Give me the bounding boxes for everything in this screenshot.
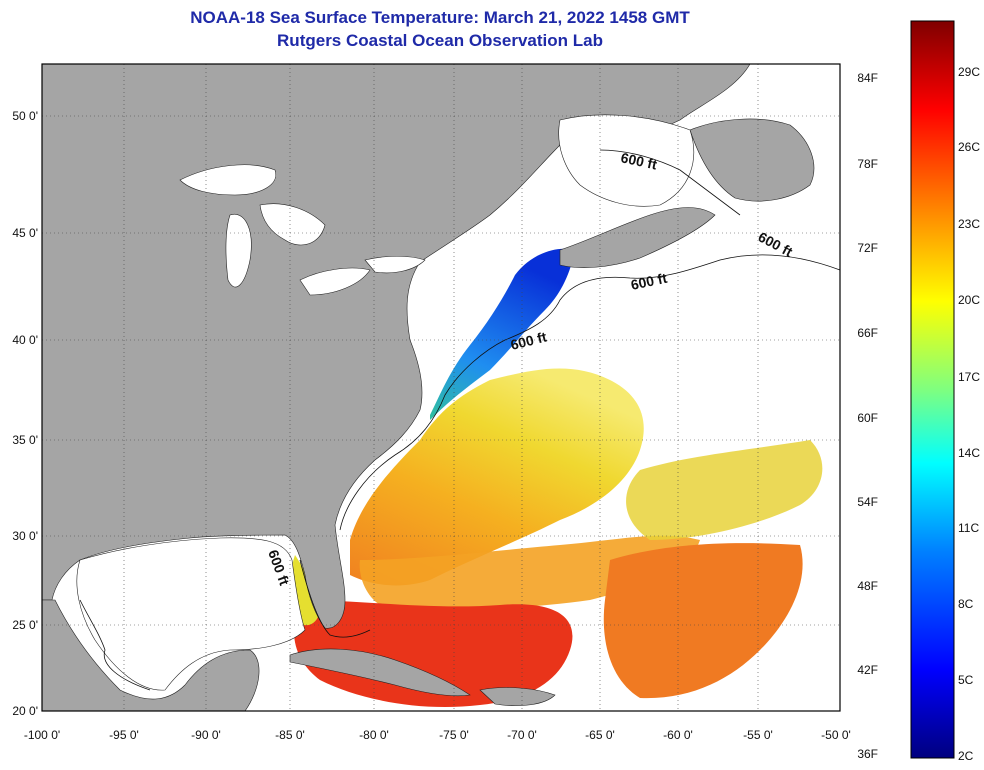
y-tick: 50 0' bbox=[12, 109, 38, 123]
colorbar-f-label: 54F bbox=[857, 495, 878, 509]
colorbar-c-label: 29C bbox=[958, 65, 981, 79]
x-tick: -50 0' bbox=[821, 728, 851, 742]
y-tick: 45 0' bbox=[12, 226, 38, 240]
graticule-grid bbox=[42, 64, 840, 711]
caribbean-hot-water bbox=[293, 600, 573, 708]
land-mexico bbox=[42, 599, 260, 711]
600ft-contour-lines bbox=[79, 149, 841, 691]
colorbar-f-label: 78F bbox=[857, 157, 878, 171]
y-tick: 25 0' bbox=[12, 618, 38, 632]
x-tick: -70 0' bbox=[507, 728, 537, 742]
colorbar bbox=[910, 20, 955, 759]
contour-label-600ft-1: 600 ft bbox=[619, 149, 658, 172]
colorbar-f-label: 84F bbox=[857, 71, 878, 85]
colorbar-c-label: 26C bbox=[958, 140, 981, 154]
colorbar-f-label: 72F bbox=[857, 241, 878, 255]
x-tick: -80 0' bbox=[359, 728, 389, 742]
colorbar-c-label: 5C bbox=[958, 673, 974, 687]
x-tick: -95 0' bbox=[109, 728, 139, 742]
y-tick: 35 0' bbox=[12, 433, 38, 447]
eastern-warm-water bbox=[603, 543, 803, 699]
y-tick: 20 0' bbox=[12, 704, 38, 718]
colorbar-c-label: 8C bbox=[958, 597, 974, 611]
x-tick: -75 0' bbox=[439, 728, 469, 742]
map-subtitle: Rutgers Coastal Ocean Observation Lab bbox=[277, 31, 603, 50]
land-newfoundland bbox=[689, 118, 815, 202]
x-tick: -100 0' bbox=[23, 728, 61, 742]
x-tick: -55 0' bbox=[743, 728, 773, 742]
cold-shelf-water bbox=[430, 248, 575, 420]
colorbar-c-label: 20C bbox=[958, 293, 981, 307]
st-lawrence-gulf bbox=[558, 114, 694, 207]
y-tick: 30 0' bbox=[12, 529, 38, 543]
gulf-of-mexico bbox=[76, 537, 306, 691]
eastern-patchy-yellow bbox=[626, 440, 823, 540]
great-lakes bbox=[179, 164, 426, 296]
contour-label-600ft-3: 600 ft bbox=[629, 270, 668, 293]
colorbar-f-label: 42F bbox=[857, 663, 878, 677]
y-tick: 40 0' bbox=[12, 333, 38, 347]
x-tick: -65 0' bbox=[585, 728, 615, 742]
colorbar-c-label: 23C bbox=[958, 217, 981, 231]
colorbar-c-label: 17C bbox=[958, 370, 981, 384]
x-tick: -90 0' bbox=[191, 728, 221, 742]
map-title: NOAA-18 Sea Surface Temperature: March 2… bbox=[190, 8, 690, 27]
colorbar-c-label: 14C bbox=[958, 446, 981, 460]
map-frame bbox=[41, 63, 841, 712]
colorbar-c-label: 11C bbox=[958, 521, 980, 535]
colorbar-f-label: 60F bbox=[857, 411, 878, 425]
land-hispaniola bbox=[479, 687, 556, 706]
gulf-stream-warm-water bbox=[350, 368, 644, 586]
x-tick: -60 0' bbox=[663, 728, 693, 742]
colorbar-f-label: 66F bbox=[857, 326, 878, 340]
land-maritimes bbox=[559, 207, 716, 268]
colorbar-f-label: 48F bbox=[857, 579, 878, 593]
land-cuba bbox=[289, 648, 471, 697]
colorbar-c-label: 2C bbox=[958, 749, 974, 763]
x-tick: -85 0' bbox=[275, 728, 305, 742]
colorbar-f-label: 36F bbox=[857, 747, 878, 761]
